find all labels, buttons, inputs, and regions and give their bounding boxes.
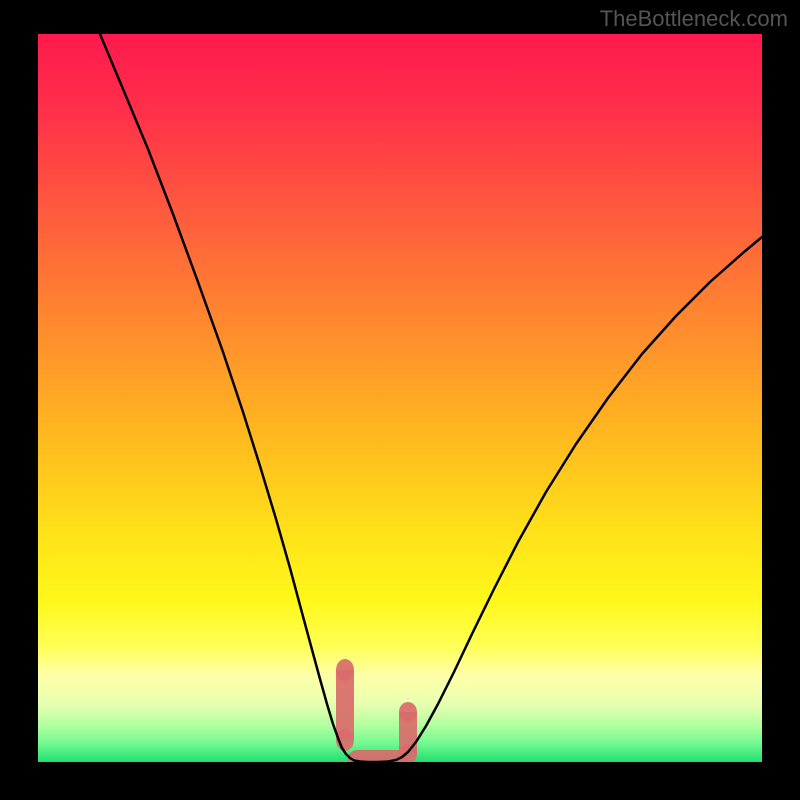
curve-layer (38, 34, 762, 762)
bottleneck-curve (100, 34, 762, 762)
watermark-text: TheBottleneck.com (600, 6, 788, 32)
plot-area (38, 34, 762, 762)
canvas-root: TheBottleneck.com (0, 0, 800, 800)
marker-blob-group (336, 659, 417, 762)
